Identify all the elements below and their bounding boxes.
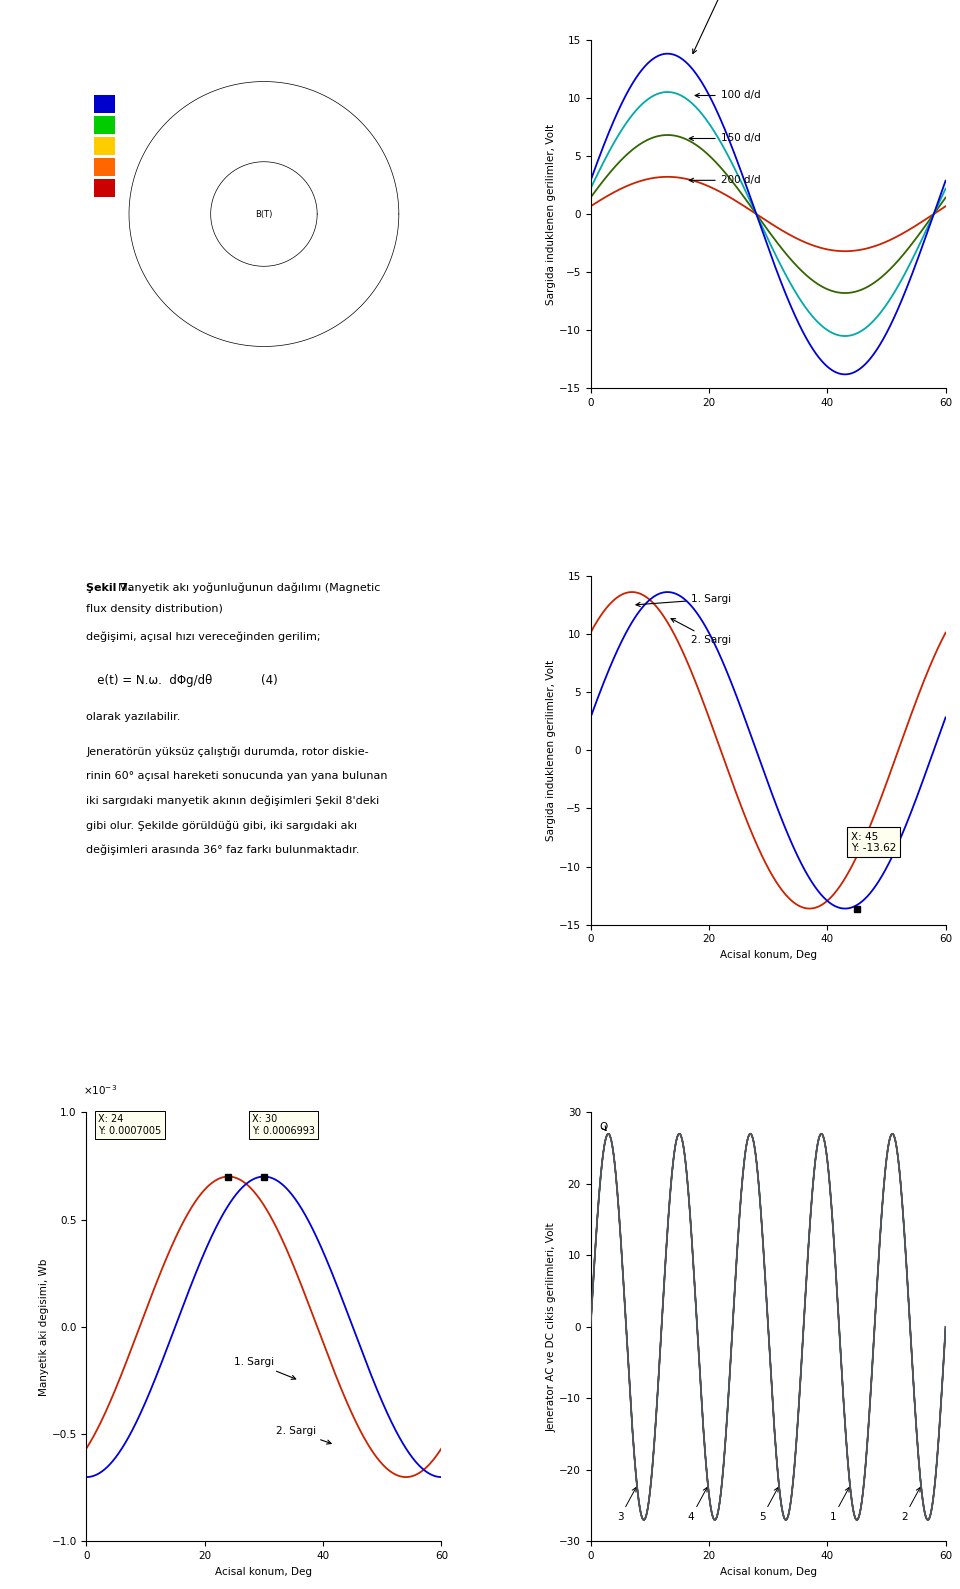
Text: Şekil 7.: Şekil 7.: [86, 583, 132, 593]
Text: gibi olur. Şekilde görüldüğü gibi, iki sargıdaki akı: gibi olur. Şekilde görüldüğü gibi, iki s…: [86, 820, 357, 831]
Text: değişimleri arasında 36° faz farkı bulunmaktadır.: değişimleri arasında 36° faz farkı bulun…: [86, 844, 360, 855]
Y-axis label: Sargida induklenen gerilimler, Volt: Sargida induklenen gerilimler, Volt: [546, 659, 556, 841]
Text: Manyetik akı yoğunluğunun dağılımı (Magnetic: Manyetik akı yoğunluğunun dağılımı (Magn…: [118, 583, 381, 593]
Bar: [93, 116, 115, 133]
Text: X: 30
Y: 0.0006993: X: 30 Y: 0.0006993: [252, 1114, 315, 1136]
Text: 100 d/d: 100 d/d: [695, 91, 760, 100]
Text: 4: 4: [688, 1487, 708, 1522]
Y-axis label: Manyetik aki degisimi, Wb: Manyetik aki degisimi, Wb: [38, 1258, 49, 1395]
Text: 2. Sargi: 2. Sargi: [671, 618, 732, 645]
Text: e(t) = N.ω.  dΦg/dθ             (4): e(t) = N.ω. dΦg/dθ (4): [86, 674, 278, 686]
Y-axis label: Jenerator AC ve DC cikis gerilimleri, Volt: Jenerator AC ve DC cikis gerilimleri, Vo…: [546, 1222, 556, 1432]
Y-axis label: Sargida induklenen gerilimler, Volt: Sargida induklenen gerilimler, Volt: [546, 124, 556, 305]
X-axis label: Acisal konum, Deg: Acisal konum, Deg: [215, 1567, 312, 1576]
Text: 200 d/d: 200 d/d: [689, 175, 760, 186]
Text: 150 d/d: 150 d/d: [689, 133, 760, 143]
Text: değişimi, açısal hızı vereceğinden gerilim;: değişimi, açısal hızı vereceğinden geril…: [86, 632, 321, 642]
Text: 3: 3: [617, 1487, 636, 1522]
Text: X: 45
Y: -13.62: X: 45 Y: -13.62: [851, 831, 897, 853]
Text: 2. Sargi: 2. Sargi: [276, 1425, 331, 1444]
Text: Q: Q: [599, 1122, 608, 1133]
Text: X: 24
Y: 0.0007005: X: 24 Y: 0.0007005: [98, 1114, 161, 1136]
Text: rinin 60° açısal hareketi sonucunda yan yana bulunan: rinin 60° açısal hareketi sonucunda yan …: [86, 771, 388, 782]
Text: 5: 5: [758, 1487, 778, 1522]
Text: Jeneratörün yüksüz çalıştığı durumda, rotor diskie-: Jeneratörün yüksüz çalıştığı durumda, ro…: [86, 747, 369, 758]
Bar: [93, 180, 115, 197]
Bar: [93, 159, 115, 176]
Text: B(T): B(T): [255, 210, 273, 219]
Bar: [93, 137, 115, 154]
Text: olarak yazılabilir.: olarak yazılabilir.: [86, 712, 180, 721]
X-axis label: Acisal konum, Deg: Acisal konum, Deg: [720, 1567, 817, 1576]
Text: flux density distribution): flux density distribution): [86, 604, 224, 613]
Text: iki sargıdaki manyetik akının değişimleri Şekil 8'deki: iki sargıdaki manyetik akının değişimler…: [86, 796, 379, 806]
Text: 50 d/d: 50 d/d: [693, 0, 754, 54]
Bar: [93, 95, 115, 113]
Text: 1: 1: [829, 1487, 849, 1522]
Text: $\times 10^{-3}$: $\times 10^{-3}$: [83, 1084, 117, 1096]
Text: 2: 2: [900, 1487, 920, 1522]
Text: 1. Sargi: 1. Sargi: [636, 594, 732, 607]
Text: 1. Sargi: 1. Sargi: [234, 1357, 296, 1379]
X-axis label: Acisal konum, Deg: Acisal konum, Deg: [720, 950, 817, 960]
